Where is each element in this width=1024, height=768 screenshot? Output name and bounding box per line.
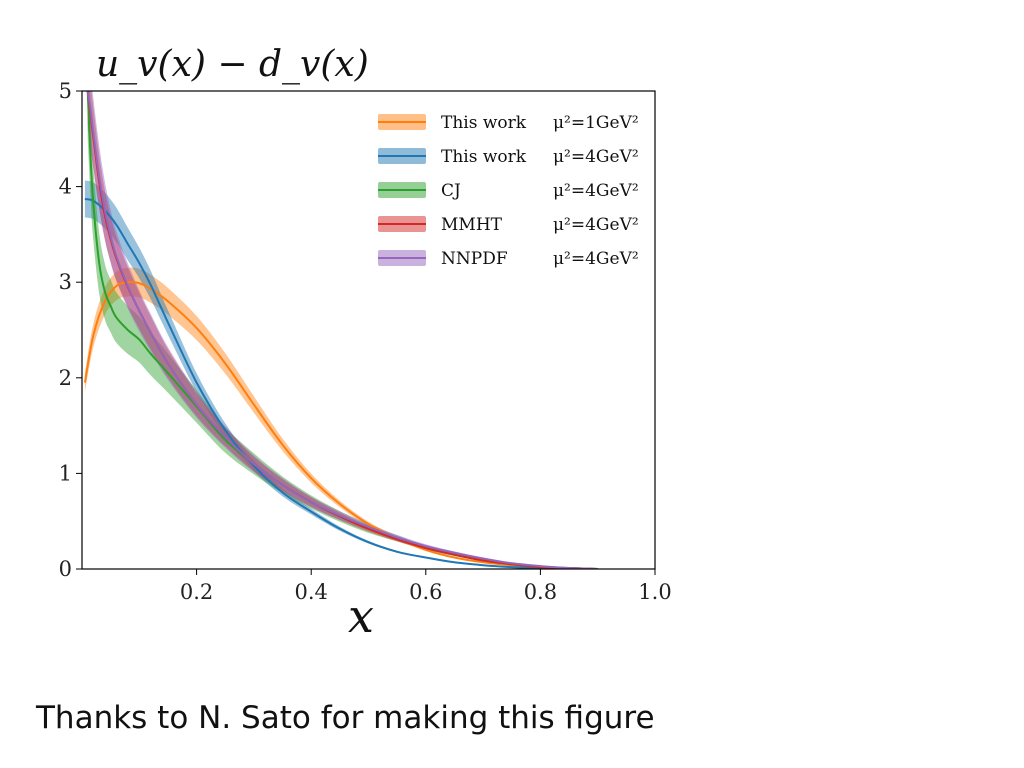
series-lines	[83, 91, 598, 569]
plot-frame	[81, 90, 656, 570]
y-tick-label: 0	[59, 557, 72, 581]
x-tick-label: 0.8	[524, 580, 557, 604]
y-tick-label: 3	[59, 270, 72, 294]
legend-scale: μ²=4GeV²	[553, 249, 639, 269]
legend-label: This work	[441, 113, 527, 133]
slide-caption: Thanks to N. Sato for making this figure	[36, 700, 655, 736]
y-tick-label: 2	[59, 366, 72, 390]
pdf-chart: u_v(x) − d_v(x) 0.2 0.4 0.6 0.8 1.0 0 1 2 3 4 5 x…	[59, 44, 672, 643]
x-axis-ticks: 0.2 0.4 0.6 0.8 1.0	[180, 569, 672, 604]
uncertainty-bands	[84, 91, 598, 569]
legend-scale: μ²=4GeV²	[553, 215, 639, 235]
x-tick-label: 1.0	[638, 580, 671, 604]
chart-title: u_v(x) − d_v(x)	[96, 44, 369, 85]
chart-legend: This work μ²=1GeV² This work μ²=4GeV² CJ μ²=4…	[378, 113, 639, 269]
band-this-work-0	[84, 267, 598, 569]
line-this-work-0	[83, 280, 598, 569]
y-axis-ticks: 0 1 2 3 4 5	[59, 79, 82, 581]
legend-scale: μ²=1GeV²	[553, 113, 639, 133]
x-axis-label: x	[348, 589, 374, 643]
x-tick-label: 0.6	[409, 580, 442, 604]
y-tick-label: 1	[59, 461, 72, 485]
legend-label: NNPDF	[441, 249, 508, 269]
legend-label: CJ	[441, 181, 461, 201]
y-tick-label: 4	[59, 175, 72, 199]
line-this-work-1	[84, 198, 598, 569]
x-tick-label: 0.2	[180, 580, 213, 604]
y-tick-label: 5	[59, 79, 72, 103]
legend-label: This work	[441, 147, 527, 167]
legend-scale: μ²=4GeV²	[553, 181, 639, 201]
line-nnpdf-4	[86, 91, 598, 569]
legend-label: MMHT	[441, 215, 503, 235]
legend-scale: μ²=4GeV²	[553, 147, 639, 167]
x-tick-label: 0.4	[294, 580, 327, 604]
